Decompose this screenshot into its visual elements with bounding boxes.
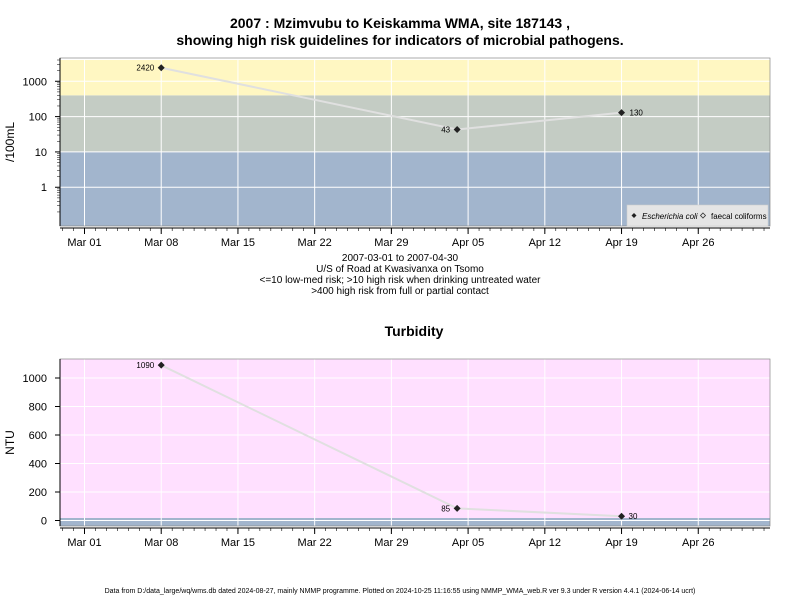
y-tick-label: 800	[29, 402, 47, 414]
legend-ecoli-label: Escherichia coli	[642, 212, 698, 221]
turbidity-title: Turbidity	[385, 323, 444, 339]
ecoli-data-label: 130	[630, 109, 644, 118]
x-tick-label: Mar 29	[374, 537, 408, 549]
x-tick-label: Apr 12	[529, 237, 561, 249]
turbidity-low-band	[60, 518, 770, 526]
chart-title-line1: 2007 : Mzimvubu to Keiskamma WMA, site 1…	[229, 15, 570, 31]
turbidity-plot-bg	[60, 359, 770, 526]
legend-box	[626, 204, 769, 227]
turbidity-data-label: 85	[441, 504, 450, 513]
y-axis-title: /100mL	[3, 122, 17, 162]
ecoli-point	[157, 64, 165, 72]
x-tick-label: Mar 22	[298, 237, 332, 249]
turbidity-data-label: 1090	[136, 361, 154, 370]
y-tick-label: 0	[41, 516, 47, 528]
x-tick-label: Apr 12	[529, 537, 561, 549]
footer-note: Data from D:/data_large/wq/wms.db dated …	[104, 588, 696, 595]
x-tick-label: Mar 08	[144, 237, 178, 249]
x-tick-label: Apr 05	[452, 537, 484, 549]
ecoli-point	[453, 126, 461, 134]
turbidity-point	[157, 361, 165, 369]
y-tick-label: 400	[29, 459, 47, 471]
risk-note-drinking: <=10 low-med risk; >10 high risk when dr…	[259, 275, 541, 286]
turbidity-data-label: 30	[629, 512, 638, 521]
chart-title-line2: showing high risk guidelines for indicat…	[176, 32, 624, 48]
risk-note-contact: >400 high risk from full or partial cont…	[311, 286, 489, 297]
microbial-chart: 1 10 100 1000/100mL Mar 01 Mar 08 Mar 15 Mar 22…	[3, 57, 771, 249]
site-description: U/S of Road at Kwasivanxa on Tsomo	[316, 264, 484, 275]
x-tick-label: Mar 08	[144, 537, 178, 549]
x-tick-label: Apr 26	[682, 237, 714, 249]
x-tick-label: Apr 19	[605, 537, 637, 549]
y-tick-label: 1000	[23, 76, 47, 88]
y-tick-label: 1	[41, 182, 47, 194]
legend-ecoli-marker	[631, 213, 637, 218]
x-tick-label: Mar 29	[374, 237, 408, 249]
risk-band-1	[60, 95, 770, 152]
y-tick-label: 200	[29, 487, 47, 499]
x-tick-label: Apr 19	[605, 237, 637, 249]
ecoli-data-label: 2420	[136, 64, 154, 73]
y-axis-title: NTU	[3, 430, 17, 455]
ecoli-data-label: 43	[441, 126, 450, 135]
turbidity-chart: Turbidity 0 200 400 600 800 1000 NTU Mar 01 Mar 0…	[3, 323, 771, 549]
date-range: 2007-03-01 to 2007-04-30	[341, 253, 459, 264]
x-tick-label: Mar 15	[221, 237, 255, 249]
x-tick-label: Apr 26	[682, 537, 714, 549]
y-tick-label: 600	[29, 430, 47, 442]
legend-faecal-marker	[699, 212, 707, 219]
x-tick-label: Mar 01	[67, 537, 101, 549]
turbidity-point	[453, 504, 461, 512]
risk-band-2	[60, 60, 770, 96]
x-tick-label: Mar 22	[298, 537, 332, 549]
turbidity-point	[618, 512, 626, 520]
legend-faecal-label: faecal coliforms	[711, 212, 767, 221]
x-tick-label: Mar 01	[67, 237, 101, 249]
y-tick-label: 100	[29, 112, 47, 124]
x-tick-label: Mar 15	[221, 537, 255, 549]
x-tick-label: Apr 05	[452, 237, 484, 249]
ecoli-point	[618, 109, 626, 117]
y-tick-label: 10	[35, 147, 47, 159]
y-tick-label: 1000	[23, 373, 47, 385]
